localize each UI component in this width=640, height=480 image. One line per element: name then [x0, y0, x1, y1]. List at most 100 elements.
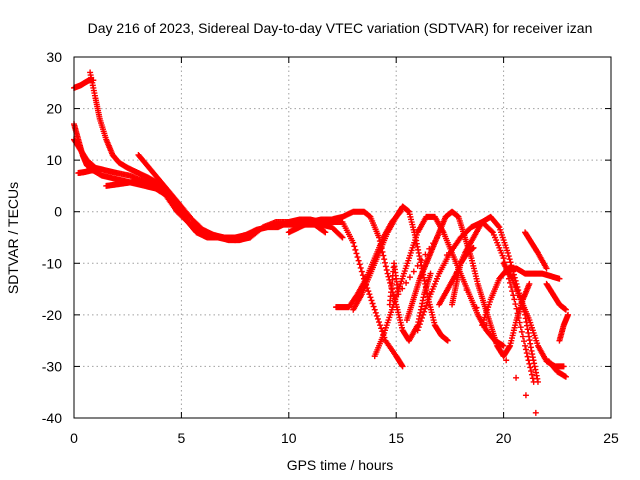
y-tick-label: -20: [42, 307, 62, 323]
data-point: [418, 257, 425, 264]
data-point: [483, 322, 490, 329]
y-tick-label: 0: [54, 204, 62, 220]
data-point: [373, 312, 380, 319]
data-point: [358, 268, 365, 275]
chart-title: Day 216 of 2023, Sidereal Day-to-day VTE…: [88, 20, 593, 36]
data-point: [355, 257, 362, 264]
data-point: [338, 233, 345, 240]
data-point: [422, 251, 429, 258]
data-point: [527, 364, 534, 371]
data-point: [562, 306, 569, 313]
data-point: [495, 223, 502, 230]
data-point: [453, 269, 460, 276]
data-point: [511, 296, 518, 303]
data-point: [430, 240, 437, 247]
data-point: [367, 294, 374, 301]
x-tick-label: 5: [178, 430, 186, 446]
data-point: [443, 252, 450, 259]
data-point: [521, 338, 528, 345]
data-point: [356, 261, 363, 268]
data-point: [493, 339, 500, 346]
series-arc-19: [522, 229, 550, 272]
data-point: [532, 409, 539, 416]
data-point: [500, 255, 507, 262]
data-point: [424, 299, 431, 306]
data-point: [506, 256, 513, 263]
data-point: [556, 275, 563, 282]
y-tick-label: -10: [42, 255, 62, 271]
data-point: [385, 273, 392, 280]
data-point: [500, 342, 507, 349]
data-point: [415, 324, 422, 331]
data-point: [507, 259, 514, 266]
series-arc-5: [75, 167, 99, 177]
data-point: [155, 187, 162, 194]
data-point: [414, 262, 421, 269]
x-tick-label: 25: [603, 430, 619, 446]
data-point: [377, 322, 384, 329]
data-point: [357, 264, 364, 271]
data-point: [382, 259, 389, 266]
data-point: [371, 306, 378, 313]
x-tick-label: 15: [388, 430, 404, 446]
data-point: [512, 301, 519, 308]
data-point: [509, 288, 516, 295]
axis-ticks: [73, 56, 612, 419]
data-point: [414, 327, 421, 334]
data-point: [423, 302, 430, 309]
data-point: [524, 353, 531, 360]
data-point: [322, 229, 329, 236]
series-arc-6: [103, 177, 163, 195]
x-axis-label: GPS time / hours: [287, 457, 394, 473]
data-point: [504, 249, 511, 256]
data-points: [71, 69, 572, 416]
data-point: [514, 310, 521, 317]
data-point: [369, 300, 376, 307]
data-point: [517, 324, 524, 331]
data-point: [351, 243, 358, 250]
data-point: [418, 314, 425, 321]
data-point: [528, 371, 535, 378]
y-tick-label: 10: [46, 152, 62, 168]
data-point: [410, 268, 417, 275]
data-point: [470, 244, 477, 251]
data-point: [434, 234, 441, 241]
y-tick-label: -30: [42, 358, 62, 374]
data-point: [562, 373, 569, 380]
data-point: [399, 285, 406, 292]
x-tick-labels: 0 5 10 15 20 25: [70, 430, 619, 446]
data-point: [522, 342, 529, 349]
data-point: [421, 308, 428, 315]
data-point: [488, 228, 495, 235]
data-point: [513, 374, 520, 381]
data-point: [417, 318, 424, 325]
data-point: [420, 311, 427, 318]
data-point: [399, 363, 406, 370]
series-arc-21: [545, 358, 569, 380]
data-point: [383, 266, 390, 273]
data-point: [513, 305, 520, 312]
data-point: [522, 346, 529, 353]
data-point: [352, 246, 359, 253]
series-arc-4: [87, 69, 254, 244]
data-point: [526, 280, 533, 287]
data-point: [395, 291, 402, 298]
data-point: [374, 315, 381, 322]
data-point: [380, 252, 387, 259]
x-tick-label: 20: [496, 430, 512, 446]
data-point: [505, 253, 512, 260]
series-arc-13: [403, 208, 533, 360]
data-point: [382, 263, 389, 270]
data-point: [403, 279, 410, 286]
data-point: [510, 292, 517, 299]
data-point: [534, 378, 541, 385]
data-point: [560, 363, 567, 370]
y-tick-label: 30: [46, 49, 62, 65]
data-point: [565, 311, 572, 318]
data-point: [416, 321, 423, 328]
data-point: [422, 305, 429, 312]
data-point: [427, 270, 434, 277]
series-arc-20: [543, 280, 569, 313]
series-arc-23: [386, 234, 539, 416]
